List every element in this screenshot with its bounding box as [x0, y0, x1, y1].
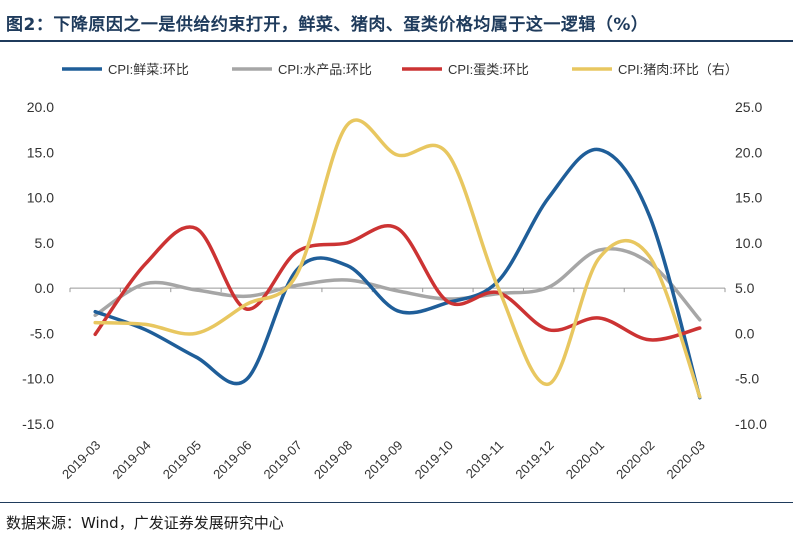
y-right-tick-label: -5.0 — [735, 371, 759, 387]
chart-area: 20.0 15.0 10.0 5.0 0.0 -5.0 -10.0 -15.0 25.0 20.0… — [0, 44, 793, 504]
x-tick-label: 2020-01 — [563, 438, 607, 482]
x-tick-label: 2019-12 — [512, 438, 556, 482]
x-tick-label: 2019-10 — [412, 438, 456, 482]
legend-label-3: CPI:猪肉:环比（右） — [618, 62, 738, 77]
x-tick-label: 2019-09 — [361, 438, 405, 482]
series-line-1 — [93, 246, 702, 322]
x-tick-label: 2019-08 — [311, 438, 355, 482]
legend-label-1: CPI:水产品:环比 — [278, 62, 372, 77]
y-right-tick-label: 25.0 — [735, 99, 762, 115]
x-tick-label: 2019-07 — [261, 438, 305, 482]
x-tick-label: 2019-06 — [210, 438, 254, 482]
source-note: 数据来源：Wind，广发证券发展研究中心 — [6, 514, 284, 532]
line-chart: 20.0 15.0 10.0 5.0 0.0 -5.0 -10.0 -15.0 25.0 20.0… — [22, 62, 767, 482]
x-tick-label: 2020-03 — [664, 438, 708, 482]
y-left-tick-label: 0.0 — [35, 280, 55, 296]
y-right-tick-label: 5.0 — [735, 280, 755, 296]
y-right-tick-label: 0.0 — [735, 325, 755, 341]
y-left-tick-label: -10.0 — [22, 371, 54, 387]
title-bar: 图2：下降原因之一是供给约束打开，鲜菜、猪肉、蛋类价格均属于这一逻辑（%） — [0, 0, 793, 42]
x-tick-label: 2019-04 — [109, 438, 153, 482]
y-left-tick-label: -5.0 — [30, 325, 54, 341]
x-tick-label: 2019-03 — [59, 438, 103, 482]
y-left-tick-label: 15.0 — [27, 144, 54, 160]
x-tick-label: 2019-05 — [160, 438, 204, 482]
series-line-0 — [93, 147, 702, 400]
y-left-tick-label: 10.0 — [27, 190, 54, 206]
y-left-tick-label: 20.0 — [27, 99, 54, 115]
y-right-tick-label: 20.0 — [735, 144, 762, 160]
y-left-tick-label: 5.0 — [35, 235, 55, 251]
legend-label-2: CPI:蛋类:环比 — [448, 62, 529, 77]
chart-title: 图2：下降原因之一是供给约束打开，鲜菜、猪肉、蛋类价格均属于这一逻辑（%） — [6, 15, 649, 35]
source-divider — [0, 502, 793, 503]
y-right-tick-label: 15.0 — [735, 190, 762, 206]
y-right-tick-label: -10.0 — [735, 416, 767, 432]
x-tick-label: 2020-02 — [613, 438, 657, 482]
legend-label-0: CPI:鲜菜:环比 — [108, 62, 189, 77]
y-right-tick-label: 10.0 — [735, 235, 762, 251]
series-line-2 — [93, 224, 702, 342]
y-left-tick-label: -15.0 — [22, 416, 54, 432]
x-tick-label: 2019-11 — [463, 438, 507, 482]
series-line-3 — [93, 118, 702, 399]
